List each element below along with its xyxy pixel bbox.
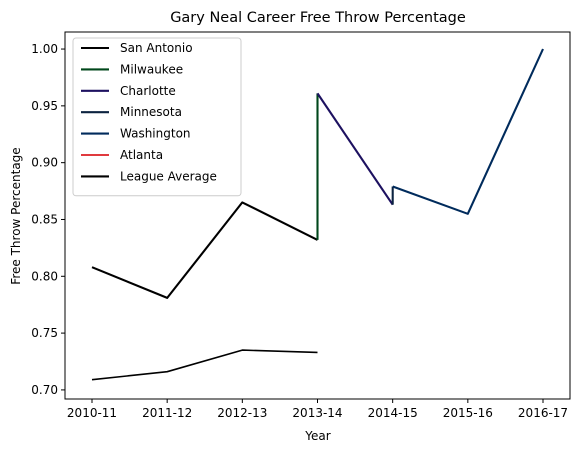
y-tick-label: 0.75 — [31, 326, 58, 340]
legend-label: Washington — [120, 127, 191, 141]
legend-label: Charlotte — [120, 84, 176, 98]
series-line-4 — [392, 48, 544, 215]
y-tick-label: 0.95 — [31, 99, 58, 113]
series-line-0 — [91, 201, 318, 299]
legend-label: League Average — [120, 169, 217, 183]
x-tick-label: 2010-11 — [67, 406, 117, 420]
legend-label: Milwaukee — [120, 62, 183, 76]
legend-label: Atlanta — [120, 148, 163, 162]
x-tick-label: 2013-14 — [292, 406, 342, 420]
chart-title: Gary Neal Career Free Throw Percentage — [170, 10, 466, 26]
legend-label: Minnesota — [120, 105, 182, 119]
x-tick-label: 2016-17 — [518, 406, 568, 420]
plot-area — [91, 48, 544, 381]
y-tick-label: 0.90 — [31, 156, 58, 170]
x-tick-label: 2015-16 — [443, 406, 493, 420]
axes: 2010-11 2011-12 2012-13 2013-14 2014-15 2015-… — [31, 31, 571, 420]
legend: San Antonio Milwaukee Charlotte Minnesota Wa… — [72, 37, 242, 197]
x-tick-label: 2012-13 — [217, 406, 267, 420]
x-axis-label: Year — [304, 429, 330, 443]
y-tick-label: 0.70 — [31, 383, 58, 397]
legend-label: San Antonio — [120, 41, 193, 55]
legend-box — [72, 37, 242, 197]
series-line-2 — [316, 92, 394, 206]
y-tick-label: 0.80 — [31, 269, 58, 283]
y-tick-label: 1.00 — [31, 42, 58, 56]
x-tick-label: 2014-15 — [368, 406, 418, 420]
series-line-6 — [91, 349, 318, 381]
y-tick-label: 0.85 — [31, 212, 58, 226]
y-axis-label: Free Throw Percentage — [9, 147, 23, 284]
x-tick-label: 2011-12 — [142, 406, 192, 420]
